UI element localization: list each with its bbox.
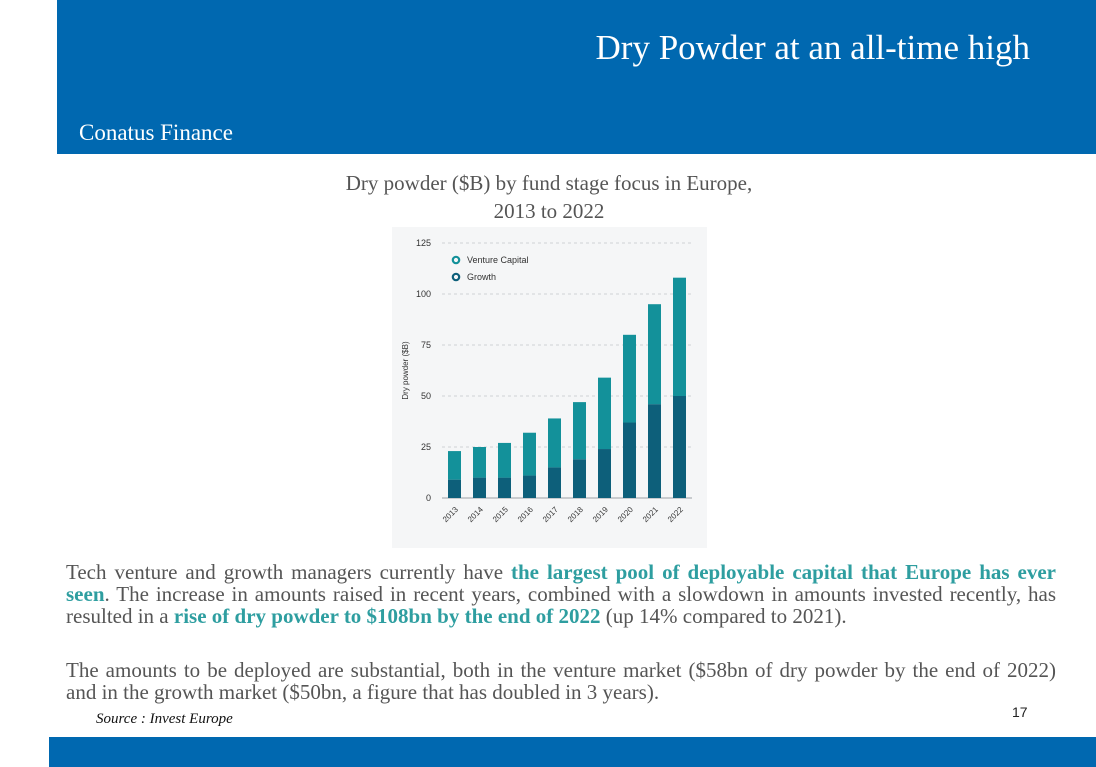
chart-panel: 0 25 50 75 100 125 Dry powder ($B) 2013 2014 2015… [392,227,707,548]
bar-growth-2016 [523,475,536,498]
y-axis-label: Dry powder ($B) [401,341,410,400]
x-tick-label: 2018 [566,505,585,524]
x-tick-label: 2021 [641,505,660,524]
x-tick-label: 2020 [616,505,635,524]
bar-venture-capital-2016 [523,432,536,476]
legend-marker-growth [451,272,461,282]
bar-venture-capital-2013 [448,451,461,480]
p1-highlight-2: rise of dry powder to $108bn by the end … [173,604,601,628]
bar-growth-2020 [623,422,636,498]
bar-growth-2022 [673,396,686,498]
y-tick-label: 50 [421,391,431,401]
bar-venture-capital-2017 [548,418,561,468]
x-tick-label: 2019 [591,505,610,524]
bar-venture-capital-2014 [473,447,486,478]
chart-caption-line1: Dry powder ($B) by fund stage focus in E… [345,171,753,195]
x-tick-label: 2014 [466,505,485,524]
x-tick-label: 2013 [441,505,460,524]
x-tick-label: 2015 [491,505,510,524]
bar-growth-2013 [448,479,461,498]
p1-text-a: Tech venture and growth managers current… [66,560,511,584]
legend-label-venture-capital: Venture Capital [467,255,529,265]
p1-text-c: (up 14% compared to 2021). [600,604,847,628]
slide-title: Dry Powder at an all-time high [595,28,1030,67]
bar-growth-2019 [598,449,611,498]
legend-label-growth: Growth [467,272,496,282]
bar-growth-2015 [498,477,511,498]
y-tick-label: 25 [421,442,431,452]
source-note: Source : Invest Europe [96,711,233,727]
bar-growth-2017 [548,467,561,498]
bar-venture-capital-2021 [648,304,661,405]
bar-venture-capital-2018 [573,402,586,460]
x-tick-label: 2022 [666,505,685,524]
bar-growth-2014 [473,477,486,498]
x-tick-label: 2017 [541,505,560,524]
x-tick-label: 2016 [516,505,535,524]
y-tick-label: 125 [416,238,431,248]
y-tick-label: 0 [426,493,431,503]
bar-growth-2018 [573,459,586,498]
y-tick-label: 75 [421,340,431,350]
y-tick-label: 100 [416,289,431,299]
paragraph-2: The amounts to be deployed are substanti… [66,658,1056,704]
dry-powder-chart: 0 25 50 75 100 125 Dry powder ($B) 2013 2014 2015… [401,238,692,524]
p1-highlight-1: the largest pool of deployable capital t… [66,560,1057,606]
page-number: 17 [1012,704,1028,720]
bar-venture-capital-2015 [498,442,511,478]
chart-caption: Dry powder ($B) by fund stage focus in E… [300,169,798,225]
bar-venture-capital-2020 [623,334,636,423]
chart-caption-line2: 2013 to 2022 [493,199,605,223]
p1-text-b: . The increase in amounts raised in rece… [66,582,1056,628]
bar-venture-capital-2019 [598,377,611,450]
paragraph-1: Tech venture and growth managers current… [66,561,1056,627]
footer-banner [49,737,1096,767]
legend-marker-venture-capital [451,255,461,265]
bar-growth-2021 [648,404,661,498]
bar-venture-capital-2022 [673,277,686,396]
header-banner: Dry Powder at an all-time high Conatus F… [57,0,1096,154]
brand-name: Conatus Finance [79,120,233,145]
